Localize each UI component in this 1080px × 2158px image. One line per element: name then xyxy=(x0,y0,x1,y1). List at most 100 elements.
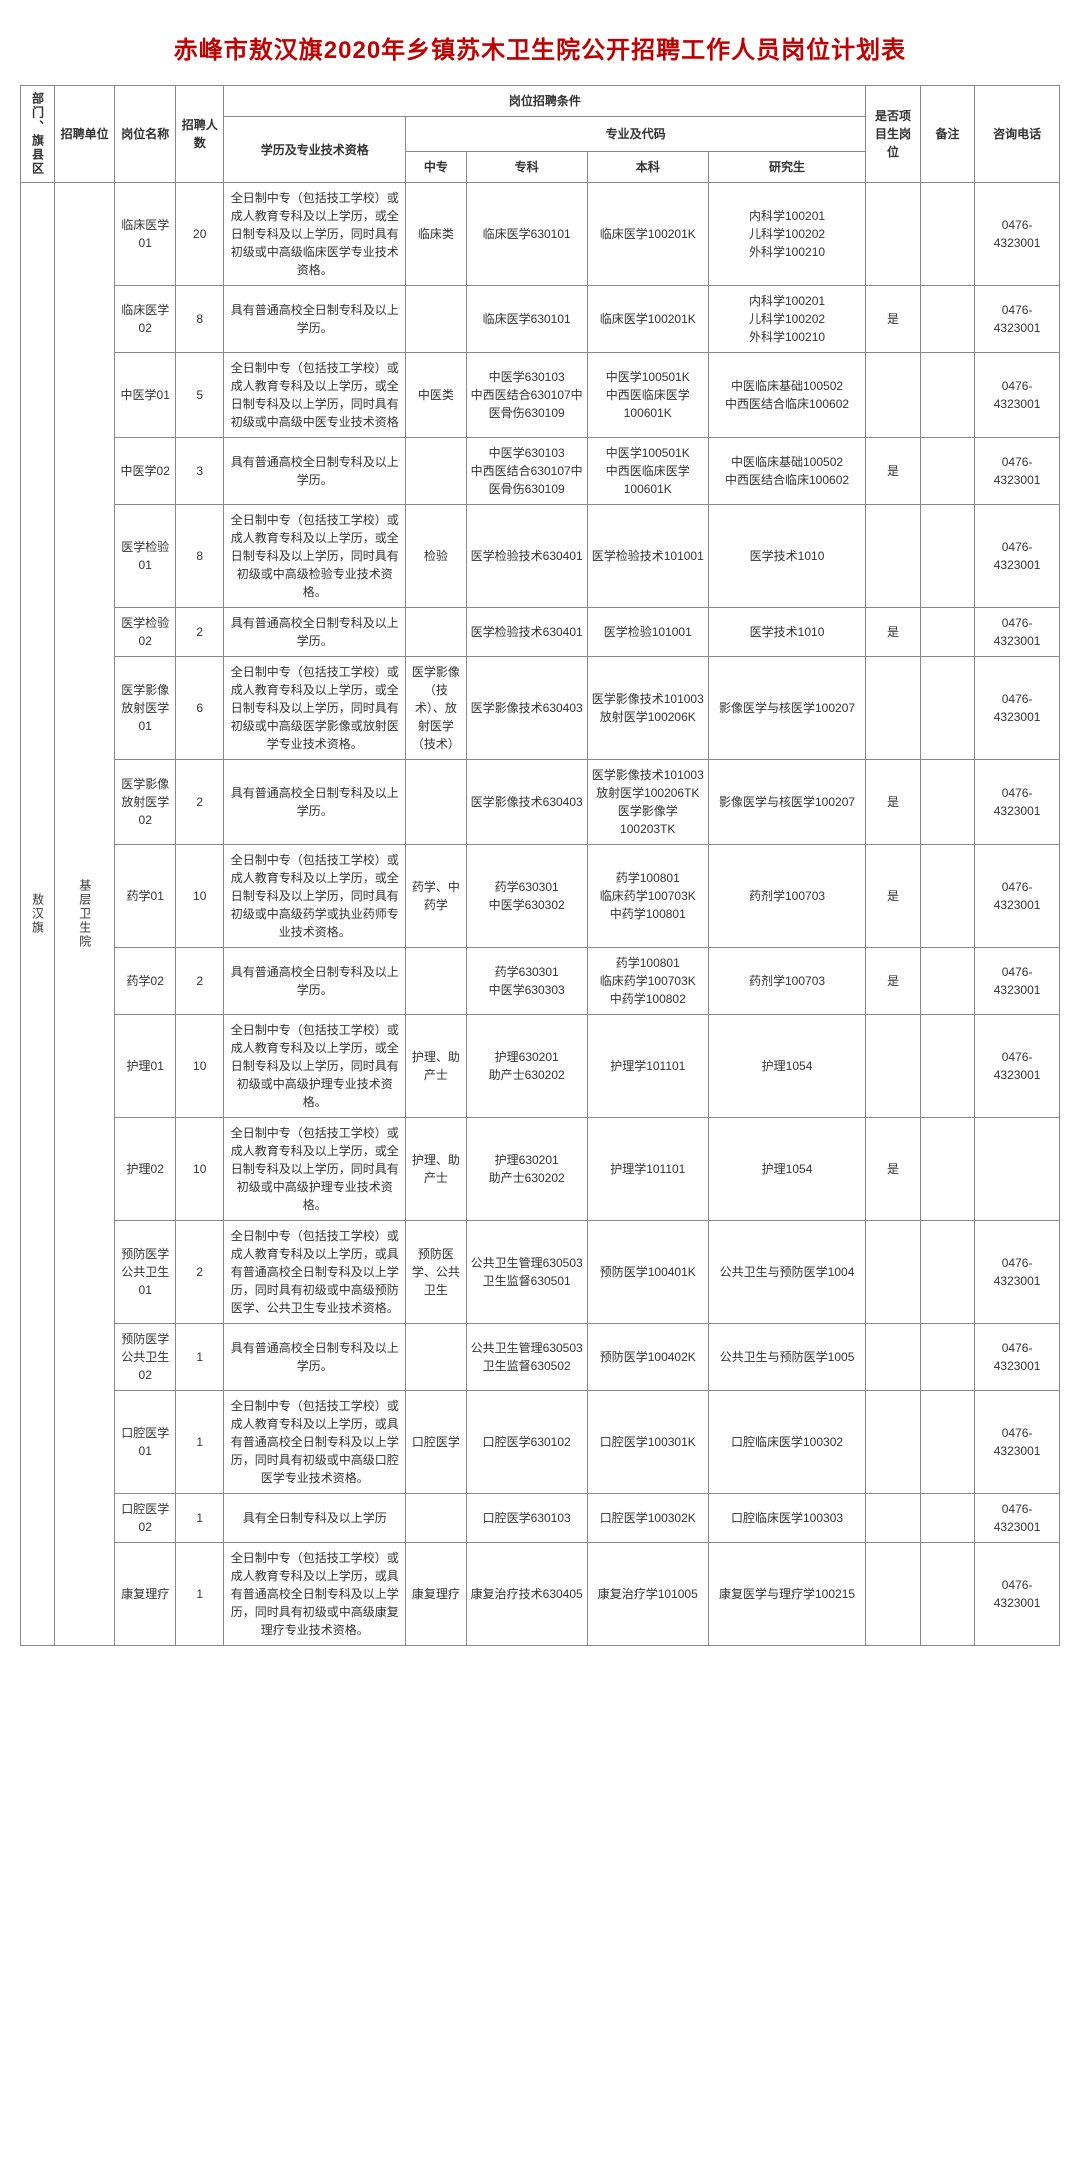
cell-yjs: 中医临床基础100502中西医结合临床100602 xyxy=(708,353,865,438)
cell-phone: 0476-4323001 xyxy=(975,1543,1060,1646)
cell-edu: 具有普通高校全日制专科及以上学历。 xyxy=(224,1324,406,1391)
cell-count: 3 xyxy=(176,438,224,505)
cell-bk: 中医学100501K中西医临床医学100601K xyxy=(587,353,708,438)
th-edu: 学历及专业技术资格 xyxy=(224,117,406,183)
cell-zk: 医学检验技术630401 xyxy=(466,608,587,657)
cell-yjs: 康复医学与理疗学100215 xyxy=(708,1543,865,1646)
cell-phone: 0476-4323001 xyxy=(975,1015,1060,1118)
cell-yjs: 公共卫生与预防医学1005 xyxy=(708,1324,865,1391)
cell-count: 1 xyxy=(176,1543,224,1646)
cell-remark xyxy=(920,1118,974,1221)
cell-zk: 临床医学630101 xyxy=(466,183,587,286)
cell-zz: 临床类 xyxy=(406,183,467,286)
table-row: 护理0110全日制中专（包括技工学校）或成人教育专科及以上学历，或全日制专科及以… xyxy=(21,1015,1060,1118)
cell-pos: 医学影像放射医学01 xyxy=(115,657,176,760)
th-yjs: 研究生 xyxy=(708,152,865,183)
th-count: 招聘人数 xyxy=(176,86,224,183)
cell-phone: 0476-4323001 xyxy=(975,438,1060,505)
cell-phone: 0476-4323001 xyxy=(975,1324,1060,1391)
cell-count: 10 xyxy=(176,1015,224,1118)
cell-edu: 全日制中专（包括技工学校）或成人教育专科及以上学历，或具有普通高校全日制专科及以… xyxy=(224,1543,406,1646)
table-row: 药学0110全日制中专（包括技工学校）或成人教育专科及以上学历，或全日制专科及以… xyxy=(21,845,1060,948)
cell-edu: 全日制中专（包括技工学校）或成人教育专科及以上学历，或全日制专科及以上学历，同时… xyxy=(224,1118,406,1221)
cell-proj xyxy=(866,505,920,608)
cell-edu: 全日制中专（包括技工学校）或成人教育专科及以上学历，或具有普通高校全日制专科及以… xyxy=(224,1221,406,1324)
th-majors: 专业及代码 xyxy=(406,117,866,152)
cell-remark xyxy=(920,948,974,1015)
cell-yjs: 护理1054 xyxy=(708,1015,865,1118)
cell-zz xyxy=(406,438,467,505)
cell-count: 1 xyxy=(176,1324,224,1391)
cell-phone: 0476-4323001 xyxy=(975,1494,1060,1543)
cell-yjs: 口腔临床医学100302 xyxy=(708,1391,865,1494)
cell-proj: 是 xyxy=(866,845,920,948)
cell-zz xyxy=(406,1324,467,1391)
cell-zz: 护理、助产士 xyxy=(406,1015,467,1118)
cell-remark xyxy=(920,1324,974,1391)
cell-edu: 具有普通高校全日制专科及以上学历。 xyxy=(224,608,406,657)
cell-bk: 临床医学100201K xyxy=(587,286,708,353)
cell-edu: 全日制中专（包括技工学校）或成人教育专科及以上学历，或全日制专科及以上学历，同时… xyxy=(224,183,406,286)
cell-edu: 具有全日制专科及以上学历 xyxy=(224,1494,406,1543)
th-cond: 岗位招聘条件 xyxy=(224,86,866,117)
cell-proj: 是 xyxy=(866,438,920,505)
cell-zk: 药学630301中医学630303 xyxy=(466,948,587,1015)
th-proj: 是否项目生岗位 xyxy=(866,86,920,183)
cell-proj: 是 xyxy=(866,1118,920,1221)
cell-bk: 临床医学100201K xyxy=(587,183,708,286)
table-row: 敖汉旗基层卫生院临床医学0120全日制中专（包括技工学校）或成人教育专科及以上学… xyxy=(21,183,1060,286)
cell-pos: 口腔医学02 xyxy=(115,1494,176,1543)
cell-count: 8 xyxy=(176,505,224,608)
cell-proj xyxy=(866,1221,920,1324)
cell-count: 2 xyxy=(176,760,224,845)
page-title: 赤峰市敖汉旗2020年乡镇苏木卫生院公开招聘工作人员岗位计划表 xyxy=(20,30,1060,65)
cell-phone: 0476-4323001 xyxy=(975,845,1060,948)
table-row: 中医学015全日制中专（包括技工学校）或成人教育专科及以上学历，或全日制专科及以… xyxy=(21,353,1060,438)
cell-zk: 护理630201助产士630202 xyxy=(466,1118,587,1221)
cell-pos: 医学影像放射医学02 xyxy=(115,760,176,845)
cell-zz: 中医类 xyxy=(406,353,467,438)
cell-proj: 是 xyxy=(866,948,920,1015)
cell-yjs: 护理1054 xyxy=(708,1118,865,1221)
cell-zz xyxy=(406,948,467,1015)
cell-zk: 医学影像技术630403 xyxy=(466,657,587,760)
cell-pos: 口腔医学01 xyxy=(115,1391,176,1494)
cell-proj xyxy=(866,183,920,286)
cell-proj: 是 xyxy=(866,286,920,353)
cell-phone: 0476-4323001 xyxy=(975,353,1060,438)
table-row: 预防医学公共卫生012全日制中专（包括技工学校）或成人教育专科及以上学历，或具有… xyxy=(21,1221,1060,1324)
cell-phone: 0476-4323001 xyxy=(975,286,1060,353)
th-unit: 招聘单位 xyxy=(54,86,115,183)
cell-pos: 医学检验01 xyxy=(115,505,176,608)
cell-remark xyxy=(920,845,974,948)
cell-edu: 全日制中专（包括技工学校）或成人教育专科及以上学历，或全日制专科及以上学历，同时… xyxy=(224,657,406,760)
cell-yjs: 口腔临床医学100303 xyxy=(708,1494,865,1543)
cell-phone: 0476-4323001 xyxy=(975,1391,1060,1494)
th-dept: 部门、旗县区 xyxy=(21,86,55,183)
cell-zk: 康复治疗技术630405 xyxy=(466,1543,587,1646)
cell-bk: 口腔医学100302K xyxy=(587,1494,708,1543)
cell-count: 2 xyxy=(176,1221,224,1324)
cell-zz xyxy=(406,1494,467,1543)
cell-remark xyxy=(920,657,974,760)
cell-yjs: 公共卫生与预防医学1004 xyxy=(708,1221,865,1324)
cell-remark xyxy=(920,353,974,438)
cell-bk: 护理学101101 xyxy=(587,1015,708,1118)
cell-remark xyxy=(920,1015,974,1118)
cell-zk: 口腔医学630102 xyxy=(466,1391,587,1494)
cell-remark xyxy=(920,1221,974,1324)
cell-count: 2 xyxy=(176,608,224,657)
cell-pos: 药学02 xyxy=(115,948,176,1015)
cell-remark xyxy=(920,1494,974,1543)
cell-zk: 公共卫生管理630503卫生监督630501 xyxy=(466,1221,587,1324)
cell-zk: 中医学630103中西医结合630107中医骨伤630109 xyxy=(466,438,587,505)
cell-pos: 中医学01 xyxy=(115,353,176,438)
table-row: 中医学023具有普通高校全日制专科及以上学历。中医学630103中西医结合630… xyxy=(21,438,1060,505)
cell-pos: 预防医学公共卫生01 xyxy=(115,1221,176,1324)
cell-edu: 全日制中专（包括技工学校）或成人教育专科及以上学历，或全日制专科及以上学历，同时… xyxy=(224,353,406,438)
table-row: 口腔医学011全日制中专（包括技工学校）或成人教育专科及以上学历，或具有普通高校… xyxy=(21,1391,1060,1494)
cell-pos: 临床医学02 xyxy=(115,286,176,353)
cell-bk: 医学检验技术101001 xyxy=(587,505,708,608)
cell-edu: 全日制中专（包括技工学校）或成人教育专科及以上学历，或具有普通高校全日制专科及以… xyxy=(224,1391,406,1494)
table-row: 康复理疗1全日制中专（包括技工学校）或成人教育专科及以上学历，或具有普通高校全日… xyxy=(21,1543,1060,1646)
